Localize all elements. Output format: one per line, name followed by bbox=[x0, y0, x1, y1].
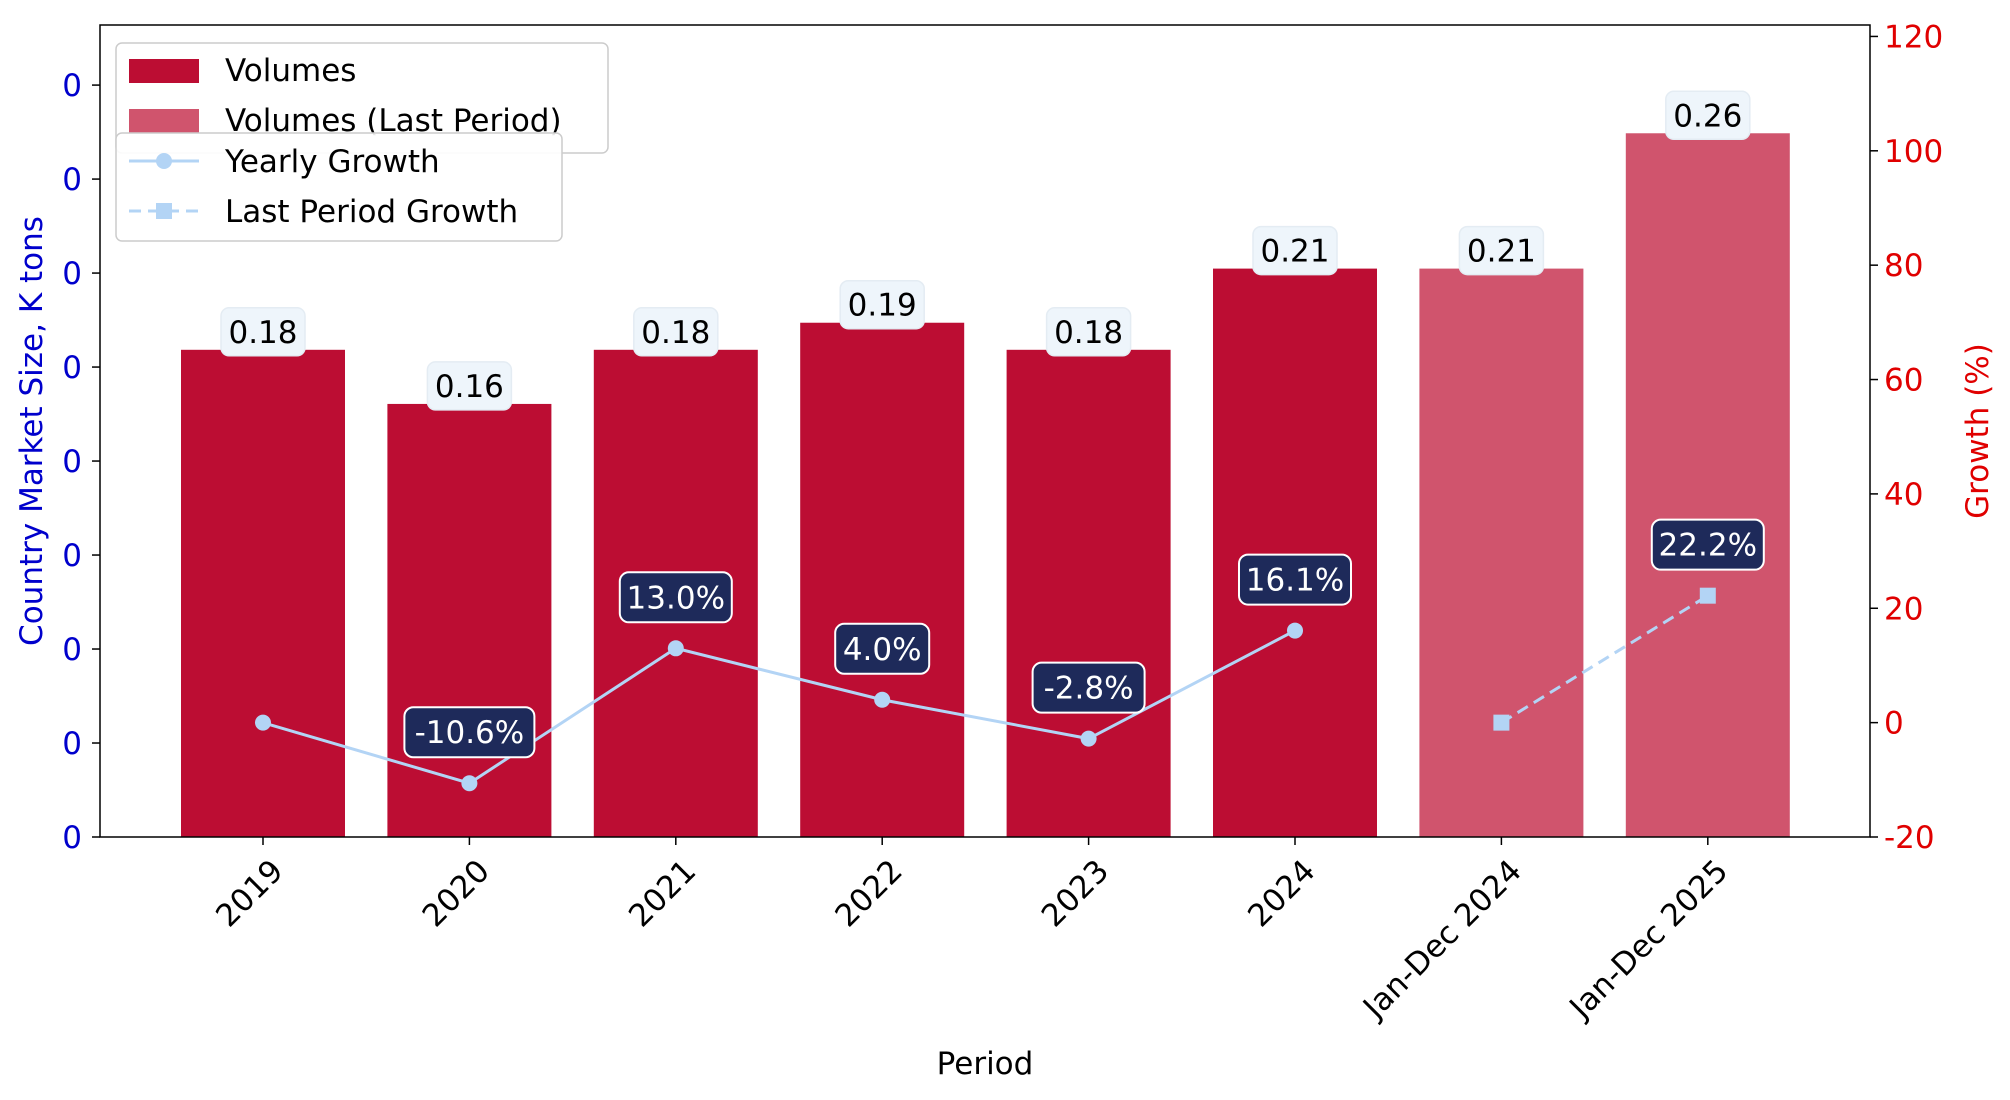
point-last-period-growth-0 bbox=[1493, 714, 1510, 731]
legend-marker-1 bbox=[156, 203, 172, 219]
bar-volumes-5 bbox=[1213, 268, 1377, 838]
growth-label-2: 13.0% bbox=[627, 580, 725, 616]
right-tick-label-5: 80 bbox=[1884, 248, 1923, 284]
point-last-period-growth-1 bbox=[1699, 587, 1716, 604]
point-yearly-growth-2 bbox=[667, 640, 684, 657]
x-tick-label-4: 2023 bbox=[1035, 853, 1116, 934]
point-yearly-growth-5 bbox=[1287, 622, 1303, 639]
bar-volumes-last-period-6 bbox=[1419, 268, 1584, 838]
value-label-box-5 bbox=[1252, 225, 1338, 276]
x-tick-label-7: Jan-Dec 2025 bbox=[1562, 853, 1736, 1027]
value-label-box-3 bbox=[839, 279, 925, 330]
value-label-1: 0.16 bbox=[435, 369, 504, 405]
line-last-period-growth bbox=[1500, 594, 1709, 724]
left-tick-label-4: 0 bbox=[62, 444, 82, 480]
x-axis-title: Period bbox=[937, 1046, 1034, 1082]
right-tick-label-0: -20 bbox=[1884, 820, 1935, 856]
growth-label-box-3 bbox=[834, 622, 931, 675]
bar-volumes-0 bbox=[181, 349, 345, 837]
left-tick-label-7: 0 bbox=[62, 162, 82, 198]
plot-frame bbox=[99, 24, 1871, 838]
right-tick-label-1: 0 bbox=[1884, 706, 1904, 742]
bar-volumes-last-period-7 bbox=[1625, 133, 1790, 837]
left-tick-label-8: 0 bbox=[62, 68, 82, 104]
growth-label-box-5 bbox=[1238, 553, 1352, 606]
bar-volumes-4 bbox=[1006, 349, 1171, 837]
legend-lines-box bbox=[115, 132, 563, 242]
right-tick-label-2: 20 bbox=[1884, 591, 1923, 627]
growth-label-4: -2.8% bbox=[1044, 671, 1134, 707]
growth-label-7: 22.2% bbox=[1659, 528, 1757, 564]
x-tick-label-6: Jan-Dec 2024 bbox=[1355, 853, 1529, 1027]
legend-marker-0 bbox=[156, 153, 172, 169]
right-tick-label-6: 100 bbox=[1884, 134, 1943, 170]
left-tick-label-0: 0 bbox=[62, 820, 82, 856]
value-label-box-7 bbox=[1665, 90, 1751, 141]
left-tick-label-6: 0 bbox=[62, 256, 82, 292]
left-tick-label-1: 0 bbox=[62, 726, 82, 762]
left-tick-label-3: 0 bbox=[62, 538, 82, 574]
value-label-5: 0.21 bbox=[1260, 234, 1329, 270]
legend-line-label-1: Last Period Growth bbox=[225, 194, 518, 230]
growth-label-3: 4.0% bbox=[843, 632, 922, 668]
value-label-0: 0.18 bbox=[228, 315, 297, 351]
growth-label-box-4 bbox=[1031, 661, 1146, 714]
value-label-box-1 bbox=[426, 361, 513, 411]
value-label-box-2 bbox=[633, 307, 719, 357]
right-tick-label-7: 120 bbox=[1884, 19, 1943, 55]
bar-volumes-1 bbox=[387, 403, 552, 837]
point-yearly-growth-1 bbox=[461, 775, 478, 792]
line-yearly-growth bbox=[262, 629, 1296, 785]
value-label-2: 0.18 bbox=[641, 315, 710, 351]
legend-swatch-1 bbox=[129, 109, 199, 133]
value-label-box-0 bbox=[220, 307, 306, 357]
right-tick-label-4: 60 bbox=[1884, 363, 1923, 399]
x-tick-label-1: 2020 bbox=[416, 853, 497, 934]
value-label-3: 0.19 bbox=[848, 288, 917, 324]
value-label-4: 0.18 bbox=[1054, 315, 1123, 351]
growth-label-1: -10.6% bbox=[415, 715, 525, 751]
value-label-box-4 bbox=[1045, 307, 1132, 357]
value-label-box-6 bbox=[1458, 225, 1545, 276]
growth-label-box-7 bbox=[1650, 518, 1765, 571]
left-tick-label-5: 0 bbox=[62, 350, 82, 386]
point-yearly-growth-4 bbox=[1080, 730, 1097, 747]
legend-swatch-0 bbox=[129, 59, 199, 83]
growth-label-box-2 bbox=[618, 571, 733, 624]
growth-label-box-1 bbox=[403, 706, 536, 759]
legend-label-0: Volumes bbox=[225, 53, 356, 89]
bar-volumes-3 bbox=[800, 322, 965, 837]
point-yearly-growth-3 bbox=[874, 691, 891, 708]
point-yearly-growth-0 bbox=[255, 714, 271, 731]
growth-label-5: 16.1% bbox=[1246, 563, 1344, 599]
x-tick-label-5: 2024 bbox=[1241, 853, 1322, 934]
x-tick-label-0: 2019 bbox=[209, 853, 290, 934]
left-tick-label-2: 0 bbox=[62, 632, 82, 668]
value-label-6: 0.21 bbox=[1467, 234, 1536, 270]
left-axis-title: Country Market Size, K tons bbox=[14, 216, 50, 646]
right-axis-title: Growth (%) bbox=[1960, 343, 1996, 519]
legend-line-label-0: Yearly Growth bbox=[224, 144, 440, 180]
value-label-7: 0.26 bbox=[1673, 98, 1742, 134]
right-tick-label-3: 40 bbox=[1884, 477, 1923, 513]
x-tick-label-2: 2021 bbox=[622, 853, 703, 934]
x-tick-label-3: 2022 bbox=[828, 853, 909, 934]
